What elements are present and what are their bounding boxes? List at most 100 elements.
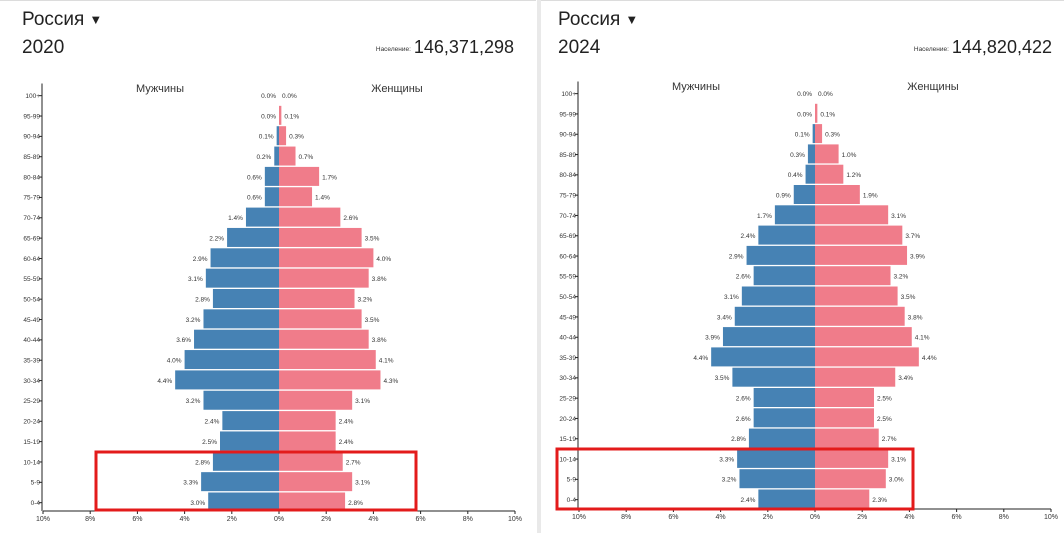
- female-bar[interactable]: [279, 166, 320, 186]
- female-bar[interactable]: [815, 103, 818, 123]
- female-bar[interactable]: [279, 309, 362, 329]
- female-bar[interactable]: [279, 329, 369, 349]
- female-bar[interactable]: [279, 472, 353, 492]
- male-value-label: 3.3%: [183, 480, 198, 487]
- x-tick-label: 8%: [85, 516, 95, 523]
- female-bar[interactable]: [279, 268, 369, 288]
- x-tick-label: 10%: [1044, 514, 1058, 521]
- female-bar[interactable]: [279, 390, 353, 410]
- male-bar[interactable]: [711, 347, 815, 367]
- female-value-label: 4.0%: [376, 256, 391, 263]
- male-bar[interactable]: [227, 227, 279, 247]
- male-bar[interactable]: [748, 428, 815, 448]
- male-bar[interactable]: [722, 327, 815, 347]
- male-bar[interactable]: [732, 367, 815, 387]
- female-bar[interactable]: [279, 207, 341, 227]
- female-bar[interactable]: [815, 266, 891, 286]
- female-bar[interactable]: [815, 164, 844, 184]
- male-bar[interactable]: [175, 370, 279, 390]
- age-group-label: 65-69: [559, 233, 576, 240]
- male-bar[interactable]: [245, 207, 279, 227]
- male-bar[interactable]: [746, 245, 815, 265]
- female-bar[interactable]: [815, 286, 898, 306]
- male-bar[interactable]: [264, 187, 279, 207]
- male-bar[interactable]: [753, 408, 815, 428]
- male-bar[interactable]: [741, 286, 815, 306]
- female-bar[interactable]: [279, 411, 336, 431]
- female-bar[interactable]: [279, 105, 282, 125]
- age-group-label: 50-54: [559, 294, 576, 301]
- female-bar[interactable]: [279, 227, 362, 247]
- male-value-label: 4.4%: [157, 378, 172, 385]
- male-bar[interactable]: [758, 489, 815, 509]
- female-bar[interactable]: [815, 205, 889, 225]
- female-bar[interactable]: [815, 408, 874, 428]
- male-bar[interactable]: [212, 451, 279, 471]
- female-bar[interactable]: [279, 451, 343, 471]
- female-bar[interactable]: [279, 492, 346, 512]
- male-value-label: 0.1%: [259, 134, 274, 141]
- age-group-label: 50-54: [23, 296, 40, 303]
- caret-down-icon[interactable]: ▼: [89, 12, 103, 27]
- male-bar[interactable]: [274, 146, 279, 166]
- male-value-label: 2.4%: [741, 497, 756, 504]
- male-value-label: 0.0%: [797, 111, 812, 118]
- female-bar[interactable]: [279, 146, 296, 166]
- male-bar[interactable]: [739, 469, 815, 489]
- highlight-box: [555, 447, 915, 511]
- female-bar[interactable]: [815, 124, 823, 144]
- male-bar[interactable]: [203, 390, 279, 410]
- male-bar[interactable]: [203, 309, 279, 329]
- female-bar[interactable]: [815, 489, 870, 509]
- female-bar[interactable]: [279, 350, 376, 370]
- male-bar[interactable]: [194, 329, 279, 349]
- x-tick-label: 8%: [463, 516, 473, 523]
- female-bar[interactable]: [815, 185, 860, 204]
- male-bar[interactable]: [184, 350, 279, 370]
- male-bar[interactable]: [737, 448, 815, 468]
- male-bar[interactable]: [208, 492, 279, 512]
- male-bar[interactable]: [793, 185, 815, 204]
- male-bar[interactable]: [222, 411, 279, 431]
- female-bar[interactable]: [815, 469, 886, 489]
- male-bar[interactable]: [753, 266, 815, 286]
- female-bar[interactable]: [279, 431, 336, 451]
- highlight-box: [94, 450, 418, 512]
- male-bar[interactable]: [205, 268, 279, 288]
- male-bar[interactable]: [812, 124, 815, 144]
- female-bar[interactable]: [279, 248, 374, 268]
- male-bar[interactable]: [807, 144, 815, 164]
- male-bar[interactable]: [276, 126, 279, 146]
- country-selector[interactable]: Россия ▼: [558, 9, 638, 31]
- x-tick-label: 6%: [416, 516, 426, 523]
- female-bar[interactable]: [815, 428, 879, 448]
- female-bar[interactable]: [815, 347, 919, 367]
- population-value: 146,371,298: [413, 37, 514, 57]
- female-bar[interactable]: [279, 126, 287, 146]
- female-bar[interactable]: [815, 448, 889, 468]
- male-bar[interactable]: [210, 248, 279, 268]
- male-value-label: 3.2%: [186, 398, 201, 405]
- female-bar[interactable]: [815, 225, 903, 245]
- male-bar[interactable]: [212, 289, 279, 308]
- female-bar[interactable]: [815, 327, 912, 347]
- female-bar[interactable]: [279, 187, 313, 207]
- female-bar[interactable]: [815, 245, 908, 265]
- male-bar[interactable]: [758, 225, 815, 245]
- female-bar[interactable]: [815, 306, 905, 326]
- female-bar[interactable]: [815, 388, 874, 407]
- caret-down-icon[interactable]: ▼: [625, 12, 639, 27]
- male-bar[interactable]: [220, 431, 279, 451]
- male-bar[interactable]: [201, 472, 279, 492]
- country-selector[interactable]: Россия ▼: [22, 9, 102, 31]
- female-bar[interactable]: [815, 367, 896, 387]
- female-bar[interactable]: [279, 289, 355, 308]
- female-bar[interactable]: [279, 370, 381, 390]
- male-bar[interactable]: [805, 164, 815, 184]
- female-bar[interactable]: [815, 144, 839, 164]
- male-bar[interactable]: [774, 205, 815, 225]
- male-bar[interactable]: [753, 388, 815, 407]
- male-bar[interactable]: [734, 306, 815, 326]
- male-value-label: 2.9%: [193, 256, 208, 263]
- male-bar[interactable]: [264, 166, 279, 186]
